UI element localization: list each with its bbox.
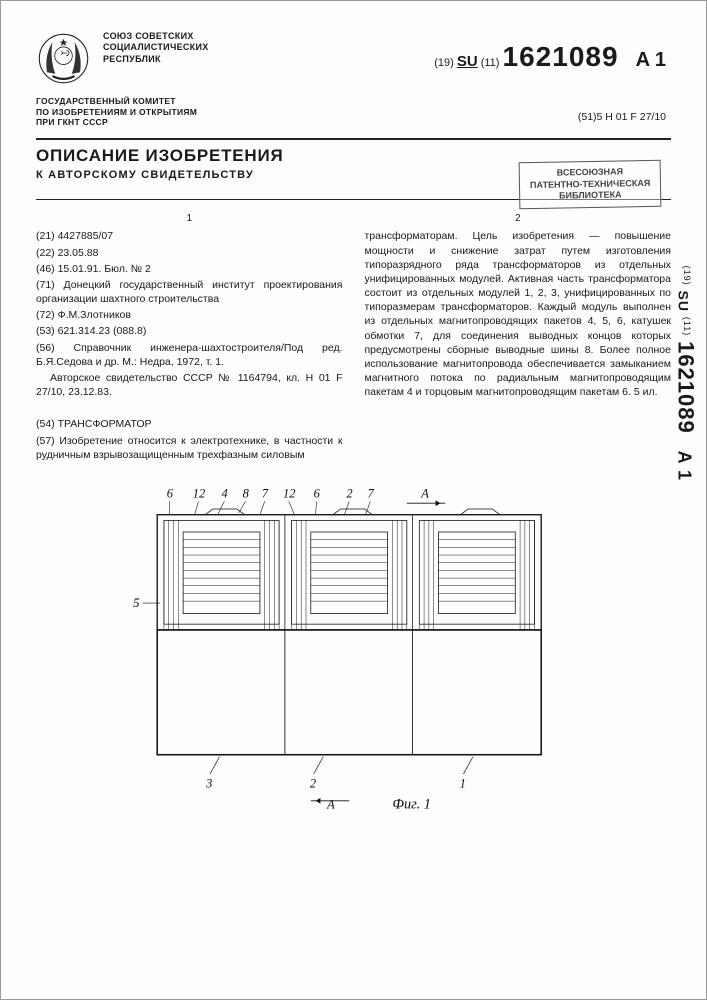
stamp-line: БИБЛИОТЕКА: [530, 189, 650, 203]
biblio-line: (22) 23.05.88: [36, 246, 343, 260]
svg-text:Фиг. 1: Фиг. 1: [392, 796, 431, 812]
svg-text:12: 12: [282, 486, 294, 500]
prefix-19: (19): [434, 57, 454, 69]
column-number: 1: [36, 212, 343, 226]
svg-text:7: 7: [367, 486, 374, 500]
side-publication-number: (19) SU (11) 1621089 A 1: [672, 266, 698, 481]
column-1-text: (21) 4427885/07 (22) 23.05.88 (46) 15.01.9…: [36, 229, 343, 462]
svg-text:1: 1: [459, 776, 465, 790]
committee-line: ПРИ ГКНТ СССР: [36, 117, 671, 128]
column-2-text: трансформаторам. Цель изобретения — повы…: [365, 229, 672, 399]
figure-1: 6 12 4 8 7 12 6 2 7 A: [36, 482, 671, 825]
svg-text:8: 8: [242, 486, 249, 500]
ipc-classification: (51)5 H 01 F 27/10: [578, 111, 666, 123]
patent-page: СОЮЗ СОВЕТСКИХ СОЦИАЛИСТИЧЕСКИХ РЕСПУБЛИ…: [0, 0, 707, 1000]
abstract-columns: 1 (21) 4427885/07 (22) 23.05.88 (46) 15.01…: [36, 212, 671, 464]
divider: [36, 138, 671, 140]
biblio-line: [36, 401, 343, 415]
svg-text:6: 6: [166, 486, 173, 500]
svg-text:4: 4: [221, 486, 227, 500]
ipc-prefix: (51)5: [578, 111, 603, 123]
svg-text:2: 2: [309, 776, 315, 790]
biblio-line: (54) ТРАНСФОРМАТОР: [36, 417, 343, 431]
country-code: SU: [457, 53, 478, 70]
committee-line: ПО ИЗОБРЕТЕНИЯМ И ОТКРЫТИЯМ: [36, 107, 671, 118]
svg-text:12: 12: [192, 486, 204, 500]
publication-number: (19) SU (11) 1621089 A 1: [434, 41, 666, 73]
committee-line: ГОСУДАРСТВЕННЫЙ КОМИТЕТ: [36, 96, 671, 107]
side-country: SU: [675, 291, 691, 312]
svg-text:5: 5: [133, 596, 139, 610]
prefix-11: (11): [481, 57, 500, 69]
biblio-line: Авторское свидетельство СССР № 1164794, …: [36, 371, 343, 399]
kind-code: A 1: [636, 49, 666, 71]
library-stamp: ВСЕСОЮЗНАЯ ПАТЕНТНО-ТЕХНИЧЕСКАЯ БИБЛИОТЕ…: [518, 160, 661, 210]
side-number: 1621089: [673, 341, 698, 434]
state-emblem-icon: [36, 31, 91, 86]
committee-block: ГОСУДАРСТВЕННЫЙ КОМИТЕТ ПО ИЗОБРЕТЕНИЯМ …: [36, 96, 671, 128]
transformer-drawing: 6 12 4 8 7 12 6 2 7 A: [114, 482, 594, 822]
ipc-code: H 01 F 27/10: [605, 111, 666, 123]
side-prefix: (11): [682, 317, 692, 336]
column-2: 2 трансформаторам. Цель изобретения — по…: [365, 212, 672, 464]
biblio-line: (56) Справочник инженера-шахтостроителя/…: [36, 341, 343, 369]
svg-text:2: 2: [346, 486, 352, 500]
svg-text:3: 3: [205, 776, 212, 790]
biblio-line: (57) Изобретение относится к электротехн…: [36, 434, 343, 462]
svg-text:7: 7: [261, 486, 268, 500]
biblio-line: (46) 15.01.91. Бюл. № 2: [36, 262, 343, 276]
svg-text:A: A: [420, 486, 429, 500]
svg-text:6: 6: [313, 486, 320, 500]
biblio-line: (53) 621.314.23 (088.8): [36, 324, 343, 338]
column-1: 1 (21) 4427885/07 (22) 23.05.88 (46) 15.01…: [36, 212, 343, 464]
side-kind: A 1: [674, 451, 694, 481]
column-number: 2: [365, 212, 672, 226]
doc-number: 1621089: [503, 41, 619, 72]
biblio-line: (72) Ф.М.Злотников: [36, 308, 343, 322]
biblio-line: (71) Донецкий государственный институт п…: [36, 278, 343, 306]
biblio-line: (21) 4427885/07: [36, 229, 343, 243]
svg-text:A: A: [326, 797, 335, 811]
